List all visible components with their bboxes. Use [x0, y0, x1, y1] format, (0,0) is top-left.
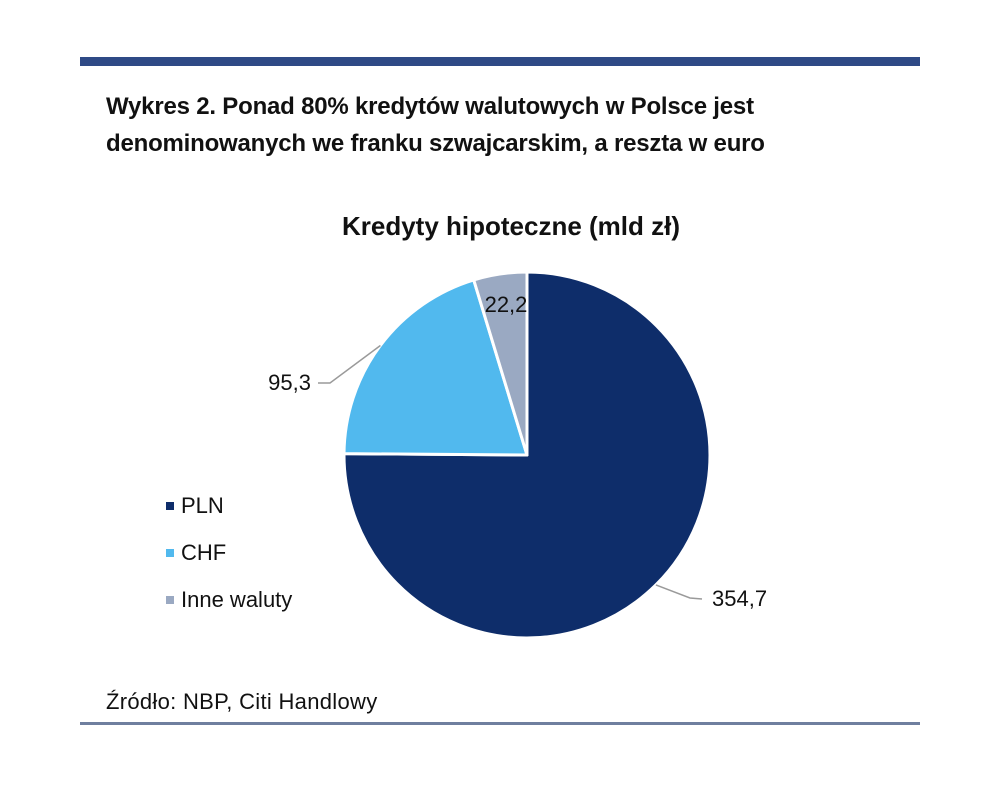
legend-swatch-chf	[166, 548, 174, 557]
figure-heading: Wykres 2. Ponad 80% kredytów walutowych …	[106, 88, 906, 162]
figure-heading-line-1: Wykres 2. Ponad 80% kredytów walutowych …	[106, 93, 754, 120]
legend-item-chf: CHF	[166, 529, 292, 576]
source-note: Źródło: NBP, Citi Handlowy	[106, 689, 378, 714]
legend-swatch-inne-waluty	[166, 595, 174, 604]
legend-label-chf: CHF	[181, 539, 227, 565]
data-label-chf: 95,3	[268, 370, 311, 395]
legend-swatch-pln	[166, 501, 174, 510]
chart-legend: PLN CHF Inne waluty	[166, 482, 292, 623]
legend-label-inne-waluty: Inne waluty	[181, 586, 293, 612]
leader-line-pln	[655, 584, 703, 600]
pie-slice-inne-waluty	[472, 270, 529, 457]
pie-slice-pln	[342, 270, 712, 640]
bottom-rule	[80, 722, 920, 725]
legend-item-inne-waluty: Inne waluty	[166, 576, 292, 623]
data-label-inne-waluty: 22,2	[485, 292, 528, 317]
data-label-pln: 354,7	[712, 586, 767, 611]
top-rule	[80, 57, 920, 66]
legend-item-pln: PLN	[166, 482, 292, 529]
legend-label-pln: PLN	[181, 492, 224, 518]
figure-heading-line-2: denominowanych we franku szwajcarskim, a…	[106, 130, 765, 157]
chart-title: Kredyty hipoteczne (mld zł)	[341, 211, 681, 241]
leader-line-chf	[318, 344, 381, 384]
